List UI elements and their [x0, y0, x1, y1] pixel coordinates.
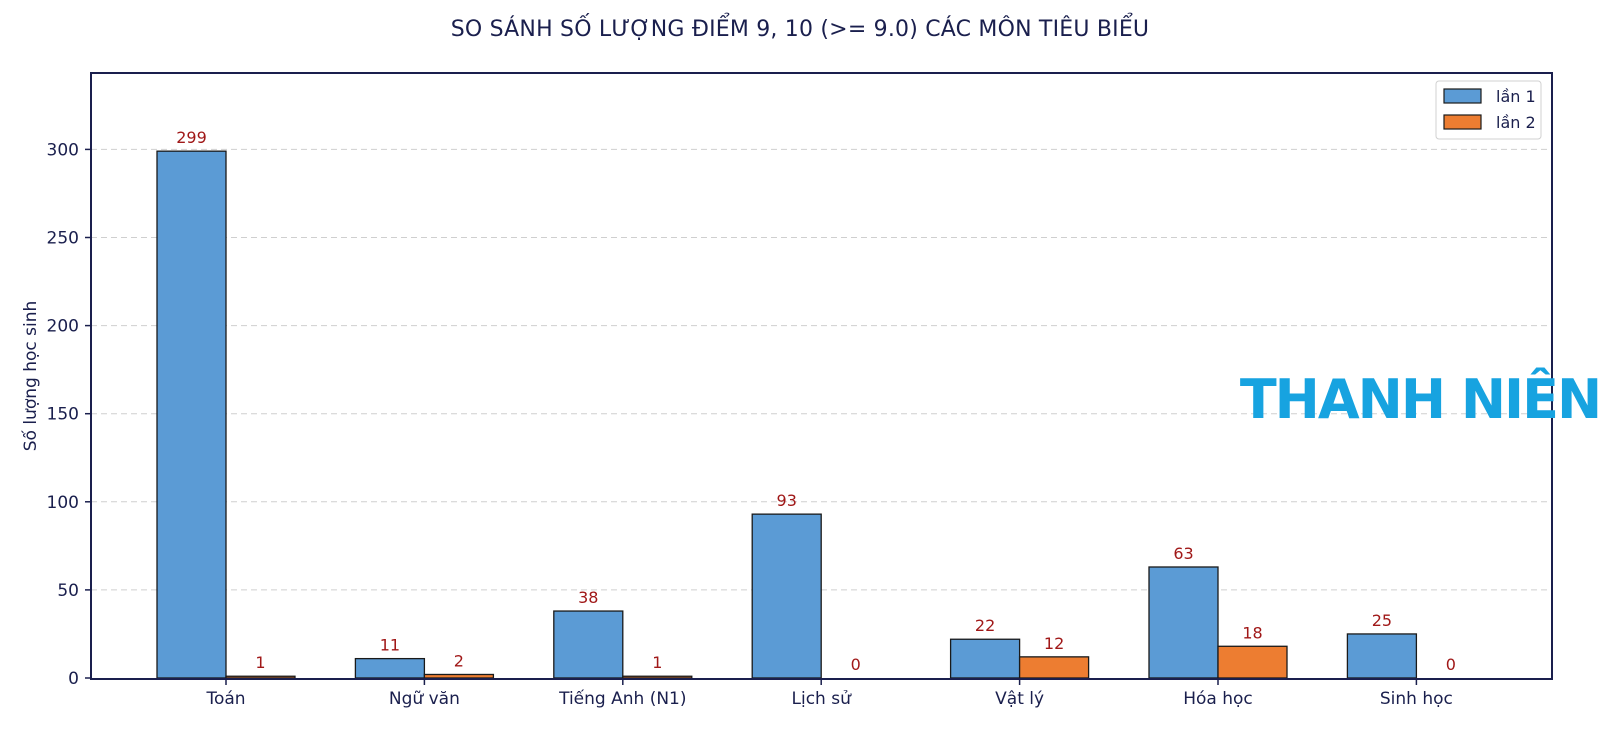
legend-swatch [1443, 114, 1482, 130]
bar [156, 150, 227, 679]
x-tick-label: Ngữ văn [389, 689, 460, 709]
legend-label: lần 1 [1496, 87, 1536, 106]
bars [156, 150, 1418, 679]
bar [751, 513, 822, 679]
data-label: 1 [255, 653, 265, 672]
data-label: 11 [380, 636, 400, 655]
bar [225, 675, 296, 679]
bar [354, 657, 426, 679]
data-label: 63 [1173, 544, 1193, 563]
x-tick-label: Hóa học [1183, 689, 1253, 709]
legend-swatch [1443, 88, 1482, 104]
x-tick-label: Vật lý [995, 689, 1044, 709]
bar [949, 638, 1021, 679]
y-tick-label: 100 [47, 493, 79, 513]
data-label: 0 [1446, 655, 1456, 674]
watermark-logo: THANH NIÊN [1240, 368, 1600, 431]
legend-label: lần 2 [1496, 113, 1536, 132]
y-tick-label: 250 [47, 229, 79, 249]
data-label: 38 [578, 588, 598, 607]
x-axis-ticks: Toán Ngữ văn Tiếng Anh (N1) Lịch sử Vật lý Hó… [205, 679, 1453, 709]
y-tick-label: 50 [57, 581, 79, 601]
data-label: 18 [1242, 623, 1262, 642]
y-axis-ticks: 0 50 100 150 200 250 300 [47, 140, 91, 689]
data-label: 2 [454, 651, 464, 670]
data-label: 1 [652, 653, 662, 672]
data-label: 0 [851, 655, 861, 674]
data-label: 12 [1044, 634, 1064, 653]
bar [622, 675, 693, 679]
x-tick-label: Sinh học [1380, 689, 1453, 709]
legend: lần 1 lần 2 [1435, 80, 1542, 140]
bar [423, 673, 495, 679]
x-tick-label: Toán [205, 689, 245, 709]
data-label: 93 [777, 491, 797, 510]
chart-title: SO SÁNH SỐ LƯỢNG ĐIỂM 9, 10 (>= 9.0) CÁC… [450, 17, 1150, 42]
bar [1217, 645, 1288, 679]
y-tick-label: 0 [68, 669, 79, 689]
bar [1018, 656, 1090, 679]
bar [1346, 633, 1418, 679]
data-label: 299 [176, 128, 207, 147]
x-tick-label: Lịch sử [792, 689, 853, 709]
y-axis-label: Số lượng học sinh [20, 301, 41, 452]
bar [1148, 566, 1219, 679]
x-tick-label: Tiếng Anh (N1) [558, 688, 686, 709]
data-label: 25 [1372, 611, 1392, 630]
y-tick-label: 300 [47, 140, 79, 160]
grid-lines [91, 148, 1552, 591]
bar [553, 610, 624, 679]
y-tick-label: 150 [47, 405, 79, 425]
y-tick-label: 200 [47, 317, 79, 337]
data-label: 22 [975, 616, 995, 635]
